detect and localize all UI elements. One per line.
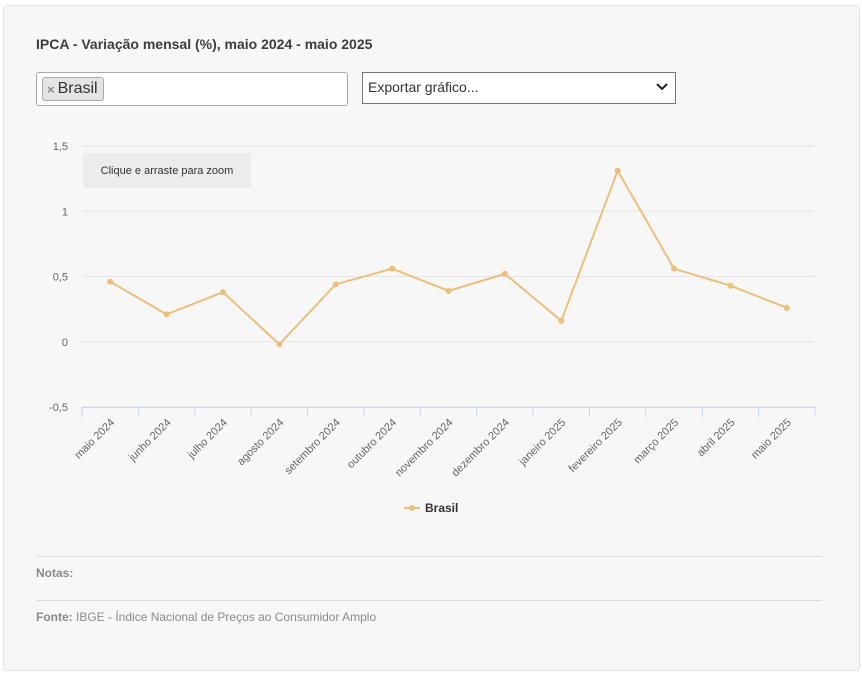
data-point[interactable]	[783, 304, 790, 311]
x-tick-label: julho 2024	[185, 417, 230, 462]
x-tick-label: março 2025	[632, 417, 682, 467]
x-tick-label: novembro 2024	[393, 417, 456, 480]
y-tick-label: 0	[62, 337, 68, 349]
data-point[interactable]	[219, 289, 226, 296]
data-point[interactable]	[276, 341, 283, 348]
x-tick-label: maio 2025	[749, 417, 794, 462]
y-tick-label: 1,5	[53, 141, 68, 153]
source-divider	[36, 600, 822, 601]
chart-card	[3, 5, 860, 671]
x-tick-label: setembro 2024	[282, 417, 342, 477]
data-point[interactable]	[332, 281, 339, 288]
source-line: Fonte: IBGE - Índice Nacional de Preços …	[36, 610, 376, 624]
x-tick-label: dezembro 2024	[449, 417, 512, 480]
export-chart-select[interactable]: Exportar gráfico...	[362, 72, 676, 104]
x-tick-label: fevereiro 2025	[567, 417, 625, 475]
y-tick-label: -0,5	[49, 402, 68, 414]
export-select-label: Exportar gráfico...	[368, 79, 479, 95]
chevron-down-icon	[656, 83, 668, 91]
data-point[interactable]	[501, 270, 508, 277]
data-point[interactable]	[727, 282, 734, 289]
legend-marker	[409, 505, 415, 511]
y-tick-label: 1	[62, 206, 68, 218]
chart-title: IPCA - Variação mensal (%), maio 2024 - …	[36, 36, 373, 52]
line-chart[interactable]: 1,5 1 0,5 0 -0,5 maio 2024 junho 2024 julho 202…	[0, 0, 862, 540]
source-label: Fonte:	[36, 610, 73, 624]
filter-tag-label: Brasil	[57, 80, 98, 97]
filter-tag-brasil[interactable]: × Brasil	[42, 77, 104, 101]
data-point[interactable]	[445, 287, 452, 294]
data-point[interactable]	[558, 317, 565, 324]
x-tick-label: janeiro 2025	[516, 417, 568, 469]
zoom-hint-tooltip: Clique e arraste para zoom	[83, 153, 251, 188]
data-point[interactable]	[389, 265, 396, 272]
region-filter-input[interactable]: × Brasil	[36, 72, 348, 106]
notes-label: Notas:	[36, 566, 74, 580]
y-tick-label: 0,5	[53, 272, 68, 284]
notes-divider	[36, 556, 822, 557]
legend-label-brasil[interactable]: Brasil	[425, 501, 458, 515]
source-text: IBGE - Índice Nacional de Preços ao Cons…	[76, 610, 377, 624]
data-point[interactable]	[614, 167, 621, 174]
x-tick-label: outubro 2024	[345, 417, 399, 471]
data-point[interactable]	[671, 265, 678, 272]
series-line-brasil	[109, 169, 788, 346]
data-point[interactable]	[107, 278, 114, 285]
data-point[interactable]	[163, 311, 170, 318]
remove-tag-icon[interactable]: ×	[47, 81, 55, 97]
x-tick-label: abril 2025	[695, 417, 738, 460]
x-tick-label: maio 2024	[73, 417, 118, 462]
x-tick-label: agosto 2024	[235, 417, 286, 468]
x-tick-label: junho 2024	[126, 417, 174, 465]
